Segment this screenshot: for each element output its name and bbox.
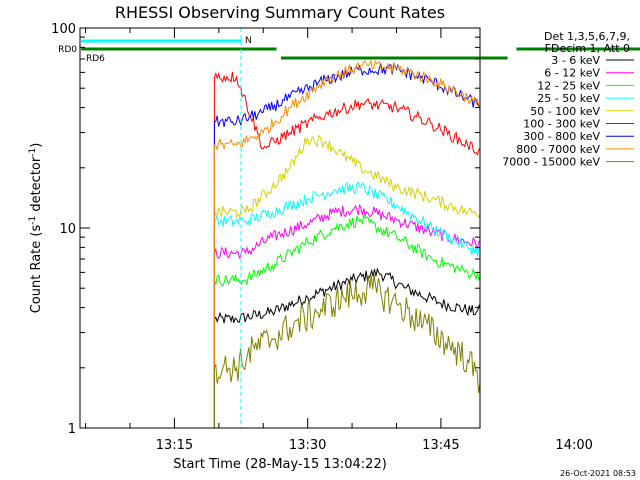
y-axis-label-sup1: -1 [28, 216, 38, 225]
bar-label-rd0: RD0 [58, 45, 77, 55]
footer-timestamp: 26-Oct-2021 08:53 [560, 469, 636, 478]
series-line-2 [213, 213, 480, 428]
legend-entry-label: 800 - 7000 keV [516, 143, 600, 156]
series-line-3 [213, 181, 480, 428]
event-lines [240, 28, 242, 428]
y-axis-label-end: ) [29, 143, 44, 148]
legend-entry-label: 300 - 800 keV [523, 130, 600, 143]
y-axis-label-main: Count Rate (s [29, 225, 44, 314]
chart-title: RHESSI Observing Summary Count Rates [115, 3, 445, 22]
series-line-5 [213, 71, 480, 428]
x-axis-label: Start Time (28-May-15 13:04:22) [173, 457, 387, 472]
series-line-7 [213, 59, 480, 428]
legend-header-0: Det 1,3,5,6,7,9, [544, 30, 630, 43]
series-line-1 [213, 204, 480, 428]
legend: Det 1,3,5,6,7,9,FDecim 1, Att 03 - 6 keV… [502, 30, 634, 169]
y-tick-label: 1 [68, 422, 76, 437]
series-line-0 [213, 267, 480, 428]
x-tick-label: 13:30 [289, 438, 326, 453]
y-tick-label: 10 [59, 222, 76, 237]
series-line-8 [213, 274, 480, 428]
y-axis: 1 10 100 [51, 22, 480, 437]
x-tick-label: 14:00 [555, 438, 592, 453]
y-axis-label-mid: detector [29, 156, 44, 216]
legend-entry-label: 6 - 12 keV [544, 67, 600, 80]
x-tick-label: 13:15 [156, 438, 193, 453]
mode-bars [81, 39, 640, 60]
x-tick-label: 13:45 [422, 438, 459, 453]
mode-bar-labels: N RD0 RD6 [58, 36, 252, 64]
legend-entry-label: 25 - 50 keV [537, 92, 600, 105]
legend-entry-label: 3 - 6 keV [551, 54, 600, 67]
legend-entry-label: 7000 - 15000 keV [502, 156, 600, 169]
bar-label-n: N [245, 36, 252, 46]
series-lines [213, 59, 480, 428]
legend-header-1: FDecim 1, Att 0 [545, 42, 630, 55]
y-axis-label-sup2: -1 [28, 148, 38, 157]
legend-entry-label: 100 - 300 keV [523, 118, 600, 131]
y-tick-label: 100 [51, 22, 76, 37]
legend-entry-label: 12 - 25 keV [537, 79, 600, 92]
bar-label-rd6: RD6 [86, 54, 105, 64]
y-axis-label: Count Rate (s-1 detector-1) [28, 143, 44, 314]
legend-entry-label: 50 - 100 keV [530, 105, 600, 118]
series-line-4 [213, 134, 480, 428]
